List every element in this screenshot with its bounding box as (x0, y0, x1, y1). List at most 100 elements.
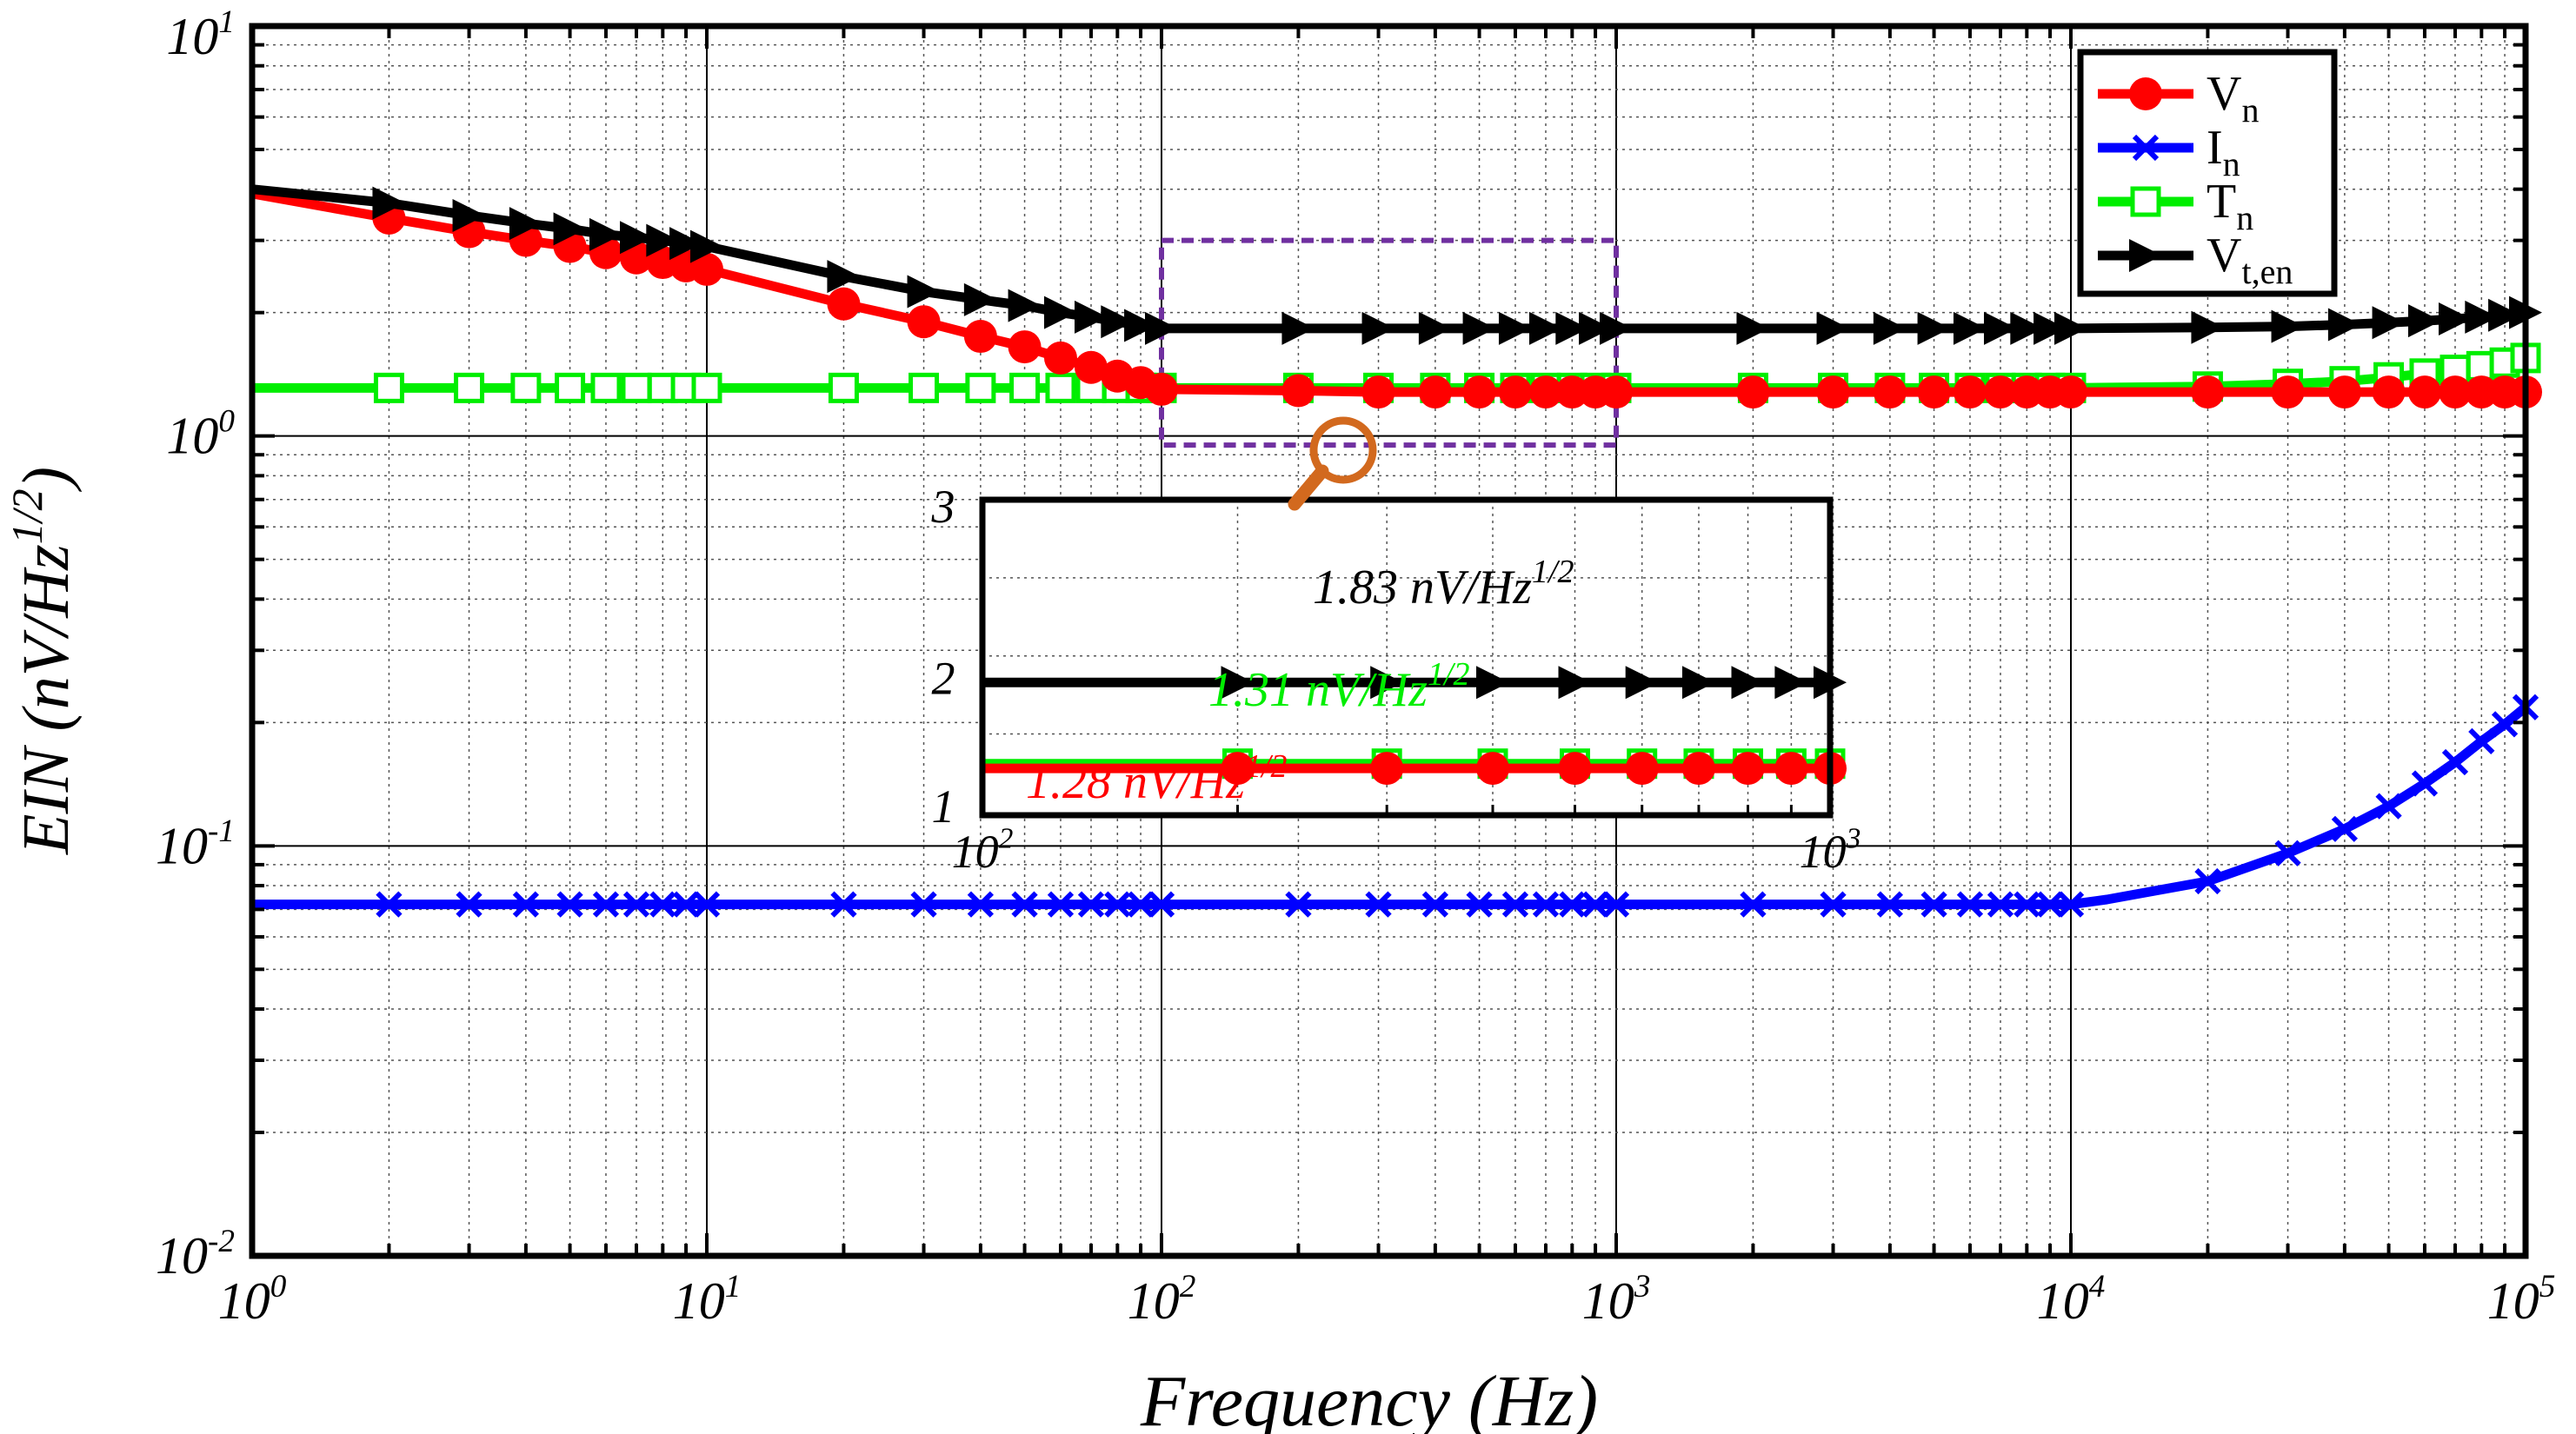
marker-x-stroke (2411, 770, 2439, 797)
marker-circle (1953, 375, 1987, 409)
marker-x-stroke (1421, 891, 1448, 918)
marker-x-stroke (1740, 891, 1767, 918)
marker-x (1532, 891, 1560, 918)
marker-x-stroke (1365, 891, 1392, 918)
legend-label: Vn (2207, 67, 2259, 129)
marker-triangle (1528, 311, 1562, 345)
axis-tick-labels: 100 101 102 103 104 105 10-2 10-1 100 101 (156, 4, 2555, 1330)
marker-x-stroke (1104, 891, 1131, 918)
y-tick-label: 10-1 (156, 813, 235, 874)
marker-circle (1558, 752, 1592, 786)
marker-x (622, 891, 650, 918)
annotation-vten: 1.83 nV/Hz1/2 (1313, 554, 1574, 614)
inset-x-tick-label: 103 (1800, 822, 1861, 878)
marker-triangle (1145, 311, 1178, 345)
marker-x-stroke (1956, 891, 1984, 918)
marker-triangle (1774, 666, 1808, 700)
marker-x (1820, 891, 1847, 918)
marker-x (556, 891, 583, 918)
marker-x (1285, 891, 1312, 918)
marker-x (456, 891, 483, 918)
main-series (251, 184, 2542, 918)
marker-x (2057, 891, 2085, 918)
marker-x-stroke (2468, 727, 2495, 755)
x-axis-label: Frequency (Hz) (1140, 1361, 1598, 1434)
legend-item-vten: Vt,en (2098, 229, 2293, 291)
marker-x-stroke (1466, 891, 1493, 918)
marker-x-stroke (910, 891, 937, 918)
x-tick-label: 100 (218, 1269, 287, 1330)
marker-x-stroke (2331, 815, 2358, 842)
marker-circle (1008, 330, 1042, 364)
marker-circle (1043, 341, 1077, 375)
marker-circle (1681, 752, 1715, 786)
marker-x (1956, 891, 1984, 918)
marker-circle (1600, 375, 1633, 409)
marker-x (1077, 891, 1105, 918)
marker-x (1011, 891, 1038, 918)
marker-triangle (1124, 309, 1158, 342)
marker-x-stroke (2274, 840, 2301, 866)
marker-triangle (2054, 311, 2087, 345)
marker-x-stroke (456, 891, 483, 918)
marker-circle (2129, 77, 2162, 110)
marker-triangle (2271, 309, 2305, 343)
marker-x (2036, 891, 2064, 918)
marker-circle (1418, 375, 1452, 409)
marker-x (2441, 748, 2469, 776)
marker-square (2130, 186, 2161, 217)
marker-triangle (646, 223, 680, 257)
marker-circle (1281, 374, 1315, 408)
marker-triangle (1917, 311, 1951, 345)
marker-triangle (2034, 311, 2067, 345)
marker-x (910, 891, 937, 918)
marker-circle (2372, 375, 2406, 409)
marker-x (1365, 891, 1392, 918)
marker-triangle (2407, 304, 2441, 338)
inset-series-vten (982, 666, 1847, 700)
marker-x-stroke (2036, 891, 2064, 918)
marker-x (1602, 891, 1630, 918)
y-tick-label: 100 (166, 403, 235, 464)
y-tick-label: 101 (166, 4, 235, 65)
marker-square (965, 372, 996, 403)
marker-triangle (1008, 289, 1042, 322)
marker-x (1127, 891, 1155, 918)
inset-zoom-chart: 102 103 1 2 3 1.83 nV/Hz1/2 1.31 nV/Hz1/2 1.28 … (931, 481, 1861, 878)
marker-x-stroke (1987, 891, 2014, 918)
legend-label: Tn (2207, 175, 2253, 237)
legend-item-in: In (2098, 121, 2240, 183)
marker-x (1421, 891, 1448, 918)
magnifier-lens (1309, 416, 1377, 484)
marker-x-stroke (1127, 891, 1155, 918)
y-axis-label: EIN (nV/Hz1/2) (3, 467, 83, 855)
marker-circle (1462, 375, 1496, 409)
marker-triangle (1221, 666, 1255, 700)
marker-circle (1555, 375, 1589, 409)
marker-x-stroke (2014, 891, 2040, 918)
marker-triangle (1953, 311, 1987, 345)
magnifier-icon (1288, 416, 1377, 511)
marker-x-stroke (1920, 891, 1947, 918)
marker-x (1104, 891, 1131, 918)
annotation-vn: 1.28 nV/Hz1/2 (1026, 748, 1288, 809)
marker-triangle (1476, 666, 1510, 700)
marker-x-stroke (1501, 891, 1529, 918)
marker-x-stroke (649, 891, 676, 918)
marker-triangle (907, 275, 941, 309)
marker-circle (1816, 375, 1850, 409)
marker-circle (1625, 752, 1659, 786)
marker-triangle (1681, 666, 1715, 700)
marker-circle (1731, 752, 1765, 786)
marker-x (649, 891, 676, 918)
marker-triangle (1555, 311, 1589, 345)
marker-triangle (2191, 310, 2225, 344)
marker-triangle (1361, 311, 1395, 345)
marker-x-stroke (1148, 891, 1175, 918)
marker-x-stroke (2132, 134, 2160, 162)
marker-triangle (553, 212, 587, 246)
marker-circle (2010, 375, 2044, 409)
marker-x (1501, 891, 1529, 918)
marker-circle (1983, 375, 2017, 409)
